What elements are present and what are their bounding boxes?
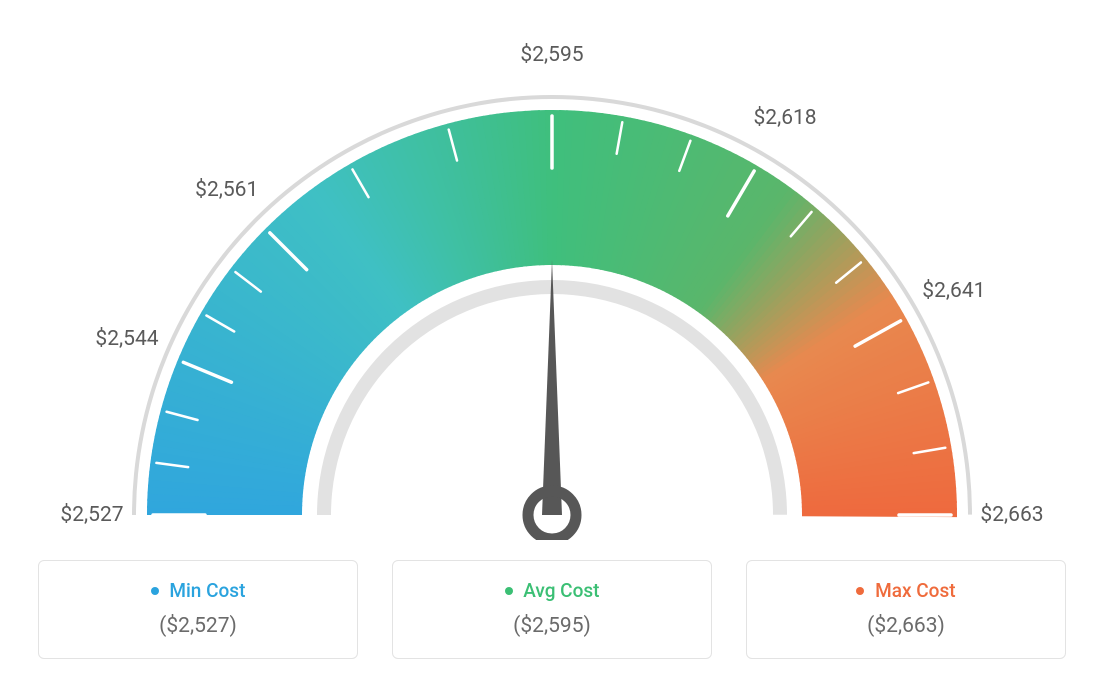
gauge-tick-label: $2,663: [980, 503, 1043, 527]
gauge-tick-label: $2,618: [753, 106, 816, 130]
max-cost-title: Max Cost: [767, 579, 1045, 602]
dot-icon: [151, 587, 159, 595]
min-cost-title-text: Min Cost: [169, 579, 245, 602]
gauge-tick-label: $2,561: [195, 178, 258, 202]
avg-cost-card: Avg Cost ($2,595): [392, 560, 712, 659]
max-cost-card: Max Cost ($2,663): [746, 560, 1066, 659]
gauge-tick-label: $2,544: [95, 327, 158, 351]
gauge-tick-label: $2,641: [922, 279, 985, 303]
max-cost-value: ($2,663): [767, 614, 1045, 638]
avg-cost-value: ($2,595): [413, 614, 691, 638]
gauge-tick-label: $2,595: [520, 43, 583, 67]
avg-cost-title: Avg Cost: [413, 579, 691, 602]
cost-gauge: $2,527 $2,544 $2,561 $2,595 $2,618 $2,641 $2,6…: [22, 20, 1082, 540]
max-cost-title-text: Max Cost: [875, 579, 955, 602]
gauge-tick-label: $2,527: [60, 503, 123, 527]
min-cost-card: Min Cost ($2,527): [38, 560, 358, 659]
cost-cards-row: Min Cost ($2,527) Avg Cost ($2,595) Max …: [20, 560, 1084, 659]
avg-cost-title-text: Avg Cost: [523, 579, 599, 602]
min-cost-value: ($2,527): [59, 614, 337, 638]
min-cost-title: Min Cost: [59, 579, 337, 602]
dot-icon: [505, 587, 513, 595]
dot-icon: [856, 587, 864, 595]
